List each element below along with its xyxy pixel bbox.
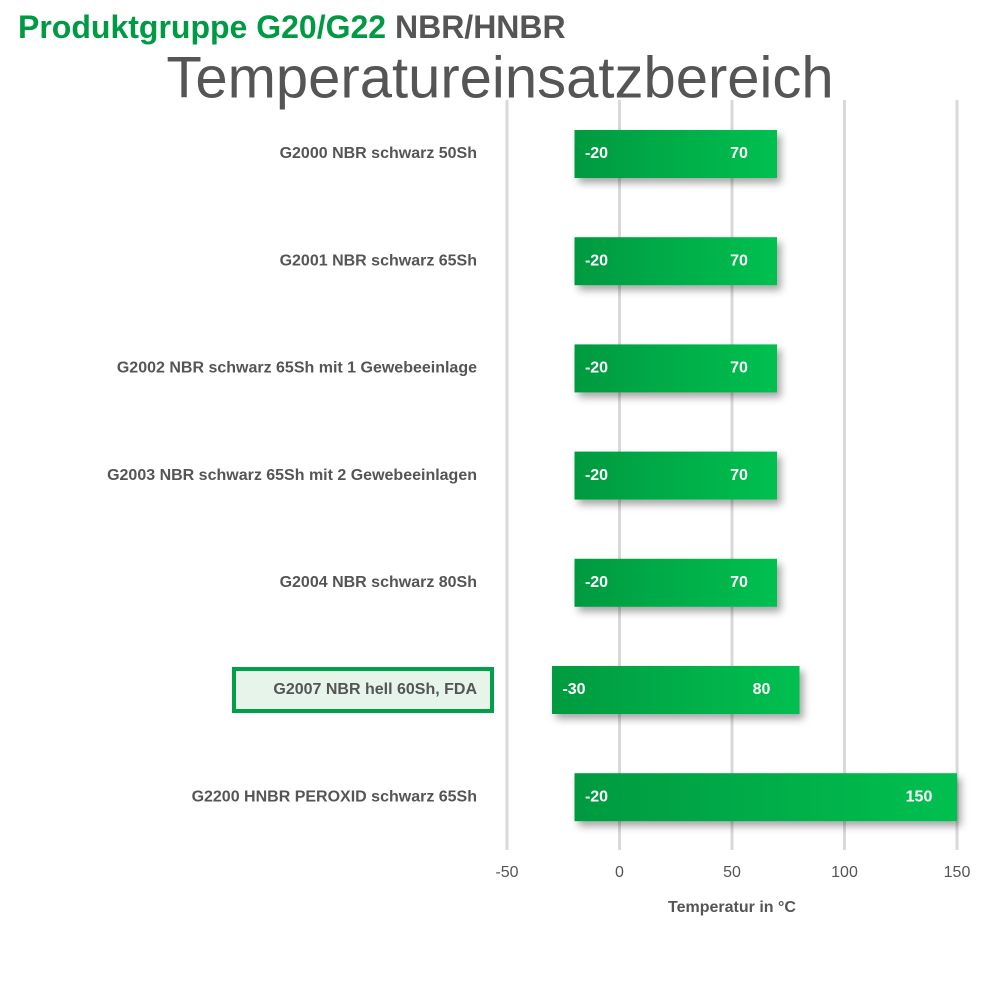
x-tick-label: 50: [723, 864, 741, 881]
x-tick-label: 150: [944, 864, 971, 881]
bar: [574, 558, 777, 607]
y-tick-label: G2000 NBR schwarz 50Sh: [280, 145, 477, 162]
bar: [574, 344, 777, 393]
value-label-low: -30: [562, 681, 585, 698]
value-label-high: 70: [730, 360, 748, 377]
title-main: Produktgruppe G20/G22: [18, 9, 386, 45]
x-tick-label: 100: [831, 864, 858, 881]
bar: [574, 451, 777, 500]
bar: [574, 773, 957, 822]
value-label-low: -20: [585, 574, 608, 591]
y-tick-label: G2002 NBR schwarz 65Sh mit 1 Gewebeeinla…: [117, 360, 477, 377]
y-tick-label: G2200 HNBR PEROXID schwarz 65Sh: [192, 788, 477, 805]
value-label-low: -20: [585, 788, 608, 805]
y-tick-label: G2001 NBR schwarz 65Sh: [280, 252, 477, 269]
chart-subtitle: Temperatureinsatzbereich: [166, 45, 833, 110]
value-label-low: -20: [585, 360, 608, 377]
bar: [574, 237, 777, 286]
value-label-low: -20: [585, 252, 608, 269]
value-label-high: 70: [730, 574, 748, 591]
x-tick-label: 0: [615, 864, 624, 881]
value-label-high: 70: [730, 145, 748, 162]
value-label-high: 150: [906, 788, 933, 805]
highlight-box: [232, 667, 494, 713]
bar: [552, 666, 800, 714]
bar: [574, 130, 777, 178]
value-label-high: 70: [730, 252, 748, 269]
value-label-low: -20: [585, 145, 608, 162]
chart-title: Produktgruppe G20/G22 NBR/HNBR: [18, 9, 566, 45]
y-tick-label: G2004 NBR schwarz 80Sh: [280, 574, 477, 591]
y-tick-label: G2007 NBR hell 60Sh, FDA: [273, 681, 477, 698]
x-tick-label: -50: [495, 864, 518, 881]
value-label-low: -20: [585, 467, 608, 484]
title-suffix: NBR/HNBR: [395, 9, 566, 45]
y-tick-label: G2003 NBR schwarz 65Sh mit 2 Gewebeeinla…: [107, 467, 477, 484]
value-label-high: 80: [753, 681, 771, 698]
x-axis-label: Temperatur in °C: [668, 899, 796, 916]
value-label-high: 70: [730, 467, 748, 484]
